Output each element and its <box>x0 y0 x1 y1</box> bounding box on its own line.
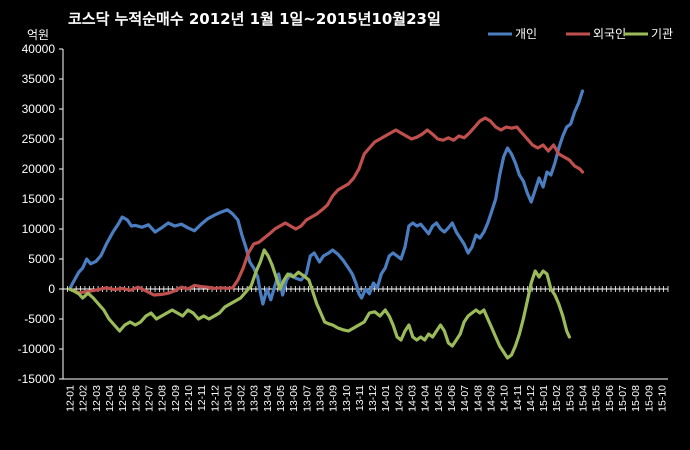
x-tick-label: 12-05 <box>117 385 129 412</box>
y-tick-label: 5000 <box>28 252 55 266</box>
series-line-개인 <box>68 89 585 306</box>
x-tick-label: 12-08 <box>157 385 169 412</box>
x-tick-label: 13-04 <box>262 385 274 412</box>
x-tick-label: 14-12 <box>525 385 537 412</box>
y-tick-label: 35000 <box>22 72 56 86</box>
x-tick-label: 14-06 <box>446 385 458 412</box>
x-tick-label: 12-10 <box>183 385 195 412</box>
x-tick-label: 12-06 <box>130 385 142 412</box>
x-tick-label: 15-09 <box>643 385 655 412</box>
x-tick-label: 15-07 <box>617 385 629 412</box>
x-tick-label: 15-05 <box>591 385 603 412</box>
x-tick-label: 14-03 <box>407 385 419 412</box>
legend-label-개인: 개인 <box>515 27 537 41</box>
x-tick-label: 13-07 <box>301 385 313 412</box>
y-tick-label: -5000 <box>24 312 55 326</box>
y-tick-label: -15000 <box>18 372 56 386</box>
series-line-외국인 <box>68 116 585 297</box>
x-tick-label: 13-08 <box>314 385 326 412</box>
x-tick-label: 13-11 <box>354 385 366 411</box>
x-tick-label: 13-02 <box>236 385 248 412</box>
x-tick-label: 15-04 <box>578 385 590 412</box>
x-tick-label: 14-09 <box>485 385 497 412</box>
x-tick-label: 13-12 <box>367 385 379 412</box>
x-tick-label: 12-03 <box>91 385 103 412</box>
x-tick-label: 13-01 <box>222 385 234 412</box>
x-tick-label: 14-01 <box>380 385 392 412</box>
x-tick-label: 14-07 <box>459 385 471 412</box>
x-tick-label: 14-08 <box>472 385 484 412</box>
x-tick-label: 13-05 <box>275 385 287 412</box>
y-tick-label: 30000 <box>22 102 56 116</box>
x-tick-label: 15-02 <box>551 385 563 412</box>
legend: 개인 외국인 기관 <box>488 27 673 41</box>
x-tick-label: 14-04 <box>420 385 432 412</box>
y-tick-label: 0 <box>48 282 55 296</box>
x-tick-label: 12-02 <box>78 385 90 412</box>
x-tick-label: 13-10 <box>341 385 353 412</box>
x-tick-label: 12-07 <box>143 385 155 412</box>
x-tick-label: 12-04 <box>104 385 116 412</box>
y-tick-label: 25000 <box>22 132 56 146</box>
y-tick-label: -10000 <box>18 342 56 356</box>
series-lines <box>68 89 585 360</box>
x-tick-label: 14-05 <box>433 385 445 412</box>
x-tick-label: 12-01 <box>65 385 77 412</box>
y-tick-label: 20000 <box>22 162 56 176</box>
x-tick-label: 15-01 <box>538 385 550 412</box>
legend-label-외국인: 외국인 <box>593 27 626 41</box>
x-tick-label: 13-06 <box>288 385 300 412</box>
x-tick-label: 13-03 <box>249 385 261 412</box>
x-tick-label: 15-10 <box>656 385 668 412</box>
x-tick-label: 12-12 <box>209 385 221 412</box>
legend-label-기관: 기관 <box>651 27 673 41</box>
x-tick-label: 15-08 <box>630 385 642 412</box>
x-tick-label: 15-06 <box>604 385 616 412</box>
y-tick-label: 10000 <box>22 222 56 236</box>
x-tick-label: 15-03 <box>564 385 576 412</box>
x-tick-label: 14-10 <box>499 385 511 412</box>
x-tick-label: 12-11 <box>196 385 208 411</box>
chart-title: 코스닥 누적순매수 2012년 1월 1일~2015년10월23일 <box>68 10 441 28</box>
y-axis-unit-label: 억원 <box>27 28 49 42</box>
x-tick-label: 14-11 <box>512 385 524 411</box>
x-tick-label: 12-09 <box>170 385 182 412</box>
x-tick-label: 14-02 <box>393 385 405 412</box>
x-tick-label: 13-09 <box>328 385 340 412</box>
axes: 40000 35000 30000 25000 20000 15000 10000 5000 0… <box>18 42 669 412</box>
series-line-기관 <box>68 248 571 360</box>
y-tick-label: 40000 <box>22 42 56 56</box>
y-tick-label: 15000 <box>22 192 56 206</box>
